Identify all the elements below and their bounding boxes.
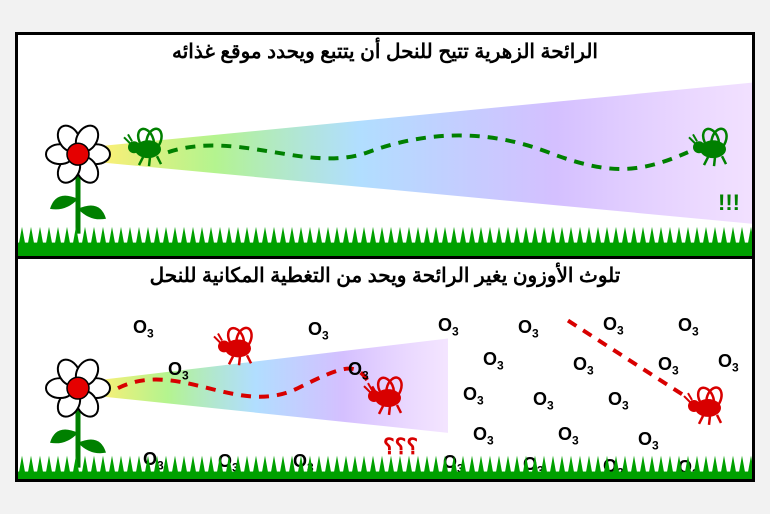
- top-exclamation: !!!: [718, 190, 740, 216]
- bottom-panel-title: تلوث الأوزون يغير الرائحة ويحد من التغطي…: [18, 263, 752, 288]
- top-bees: [18, 35, 752, 256]
- top-panel-title: الرائحة الزهرية تتيح للنحل أن يتتبع ويحد…: [18, 39, 752, 64]
- bottom-question-marks: ؟؟؟: [383, 434, 418, 460]
- bottom-panel: تلوث الأوزون يغير الرائحة ويحد من التغطي…: [18, 256, 752, 480]
- diagram-frame: الرائحة الزهرية تتيح للنحل أن يتتبع ويحد…: [15, 32, 755, 482]
- top-panel: الرائحة الزهرية تتيح للنحل أن يتتبع ويحد…: [18, 35, 752, 256]
